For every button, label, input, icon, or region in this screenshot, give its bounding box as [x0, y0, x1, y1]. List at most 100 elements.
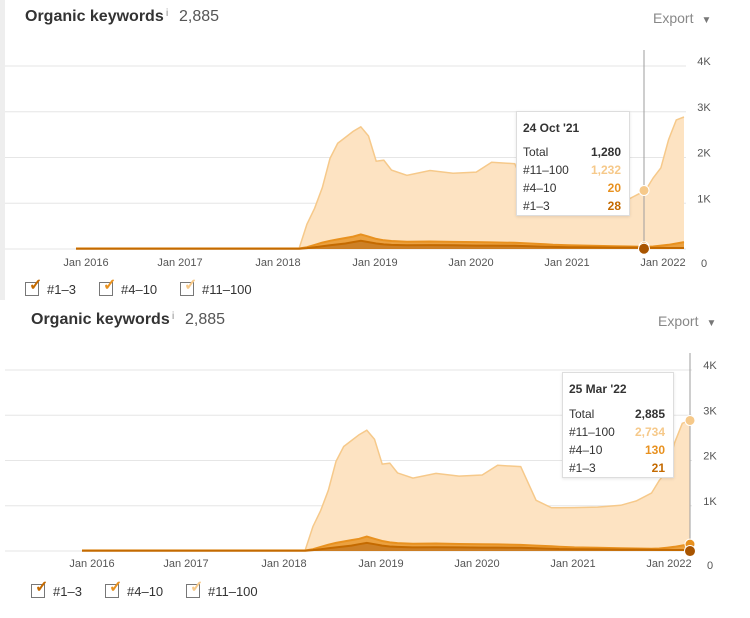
series-area-4-10 — [76, 234, 684, 249]
x-tick-label: Jan 2018 — [261, 558, 306, 570]
checkmark-icon: ✓ — [190, 579, 204, 596]
panel-header: Organic keywords i 2,885 Export ▼ — [0, 0, 750, 36]
tooltip-date: 24 Oct '21 — [523, 121, 580, 135]
series-area-11-100 — [82, 420, 690, 551]
y-tick-label: 1K — [703, 496, 717, 508]
x-tick-label: Jan 2022 — [646, 558, 691, 570]
chart-legend: ✓ #1–3 ✓ #4–10 ✓ #11–100 — [25, 277, 425, 303]
legend-checkbox[interactable]: ✓ — [186, 579, 203, 598]
x-tick-label: Jan 2020 — [448, 257, 493, 269]
series-line-1-3 — [76, 239, 684, 250]
tooltip-row-1-3: #1–3 21 — [569, 461, 665, 477]
panel-title: Organic keywords — [25, 8, 164, 25]
checkmark-icon: ✓ — [35, 579, 49, 596]
chart-tooltip: 24 Oct '21 Total 1,280 #11–100 1,232 #4–… — [516, 111, 630, 216]
x-tick-label: Jan 2022 — [640, 257, 685, 269]
tooltip-value: 28 — [607, 199, 621, 213]
x-tick-label: Jan 2019 — [358, 558, 403, 570]
legend-checkbox[interactable]: ✓ — [105, 579, 122, 598]
legend-checkbox[interactable]: ✓ — [31, 579, 48, 598]
x-tick-label: Jan 2016 — [63, 257, 108, 269]
y-tick-label: 2K — [703, 451, 717, 463]
organic-keywords-panel: Organic keywords i 2,885 Export ▼ 0 1K 2K 3K… — [0, 0, 750, 303]
tooltip-label: #11–100 — [523, 163, 569, 177]
series-area-4-10 — [82, 536, 690, 551]
tooltip-value: 21 — [651, 461, 665, 475]
tooltip-row-1-3: #1–3 28 — [523, 199, 621, 215]
hover-point-1-3 — [638, 242, 650, 255]
series-line-11-100 — [76, 116, 685, 249]
tooltip-label: #4–10 — [523, 181, 557, 195]
checkmark-icon: ✓ — [184, 277, 198, 294]
series-line-4-10 — [82, 535, 691, 552]
x-tick-label: Jan 2017 — [157, 257, 202, 269]
legend-label: #11–100 — [208, 584, 258, 599]
y-tick-label: 4K — [703, 360, 717, 372]
tooltip-label: Total — [523, 145, 549, 159]
legend-checkbox[interactable]: ✓ — [180, 277, 197, 296]
x-tick-label: Jan 2019 — [352, 257, 397, 269]
checkmark-icon: ✓ — [29, 277, 43, 294]
keyword-count: 2,885 — [179, 8, 220, 25]
tooltip-date: 25 Mar '22 — [569, 382, 627, 396]
tooltip-label: #1–3 — [569, 461, 596, 475]
keywords-chart[interactable]: 0 1K 2K 3K 4K Jan 2016 Jan 2017 Jan 2018 Jan 201… — [0, 303, 750, 581]
hover-point-11-100 — [638, 184, 650, 196]
keywords-chart[interactable]: 0 1K 2K 3K 4K Jan 2016 Jan 2017 Jan 2018 Jan 201… — [0, 0, 750, 275]
tooltip-value: 2,734 — [634, 425, 665, 439]
y-tick-label: 4K — [697, 56, 711, 68]
export-button[interactable]: Export ▼ — [658, 313, 716, 329]
legend-label: #4–10 — [121, 282, 158, 297]
legend-label: #1–3 — [53, 584, 82, 599]
y-tick-label: 3K — [697, 102, 711, 114]
x-tick-label: Jan 2021 — [544, 257, 589, 269]
series-line-1-3 — [82, 541, 690, 552]
chevron-down-icon: ▼ — [706, 318, 717, 329]
legend-label: #11–100 — [202, 282, 252, 297]
tooltip-label: #4–10 — [569, 443, 603, 457]
tooltip-value: 20 — [607, 181, 621, 195]
chevron-down-icon: ▼ — [701, 15, 712, 26]
x-tick-label: Jan 2021 — [550, 558, 595, 570]
y-tick-label: 0 — [701, 258, 707, 270]
info-icon[interactable]: i — [166, 8, 169, 19]
tooltip-row-11-100: #11–100 1,232 — [523, 163, 621, 179]
series-line-4-10 — [76, 233, 685, 250]
x-tick-label: Jan 2017 — [163, 558, 208, 570]
info-icon[interactable]: i — [172, 311, 175, 322]
tooltip-row-4-10: #4–10 20 — [523, 181, 621, 197]
x-tick-label: Jan 2020 — [454, 558, 499, 570]
hover-point-11-100 — [684, 414, 696, 426]
legend-checkbox[interactable]: ✓ — [25, 277, 42, 296]
y-tick-label: 0 — [707, 560, 713, 572]
left-sidebar-edge — [0, 0, 5, 300]
panel-header: Organic keywords i 2,885 Export ▼ — [0, 303, 750, 339]
export-button[interactable]: Export ▼ — [653, 10, 711, 26]
tooltip-row-total: Total 2,885 — [569, 407, 665, 423]
y-tick-label: 1K — [697, 193, 711, 205]
legend-label: #1–3 — [47, 282, 76, 297]
checkmark-icon: ✓ — [103, 277, 117, 294]
tooltip-label: #1–3 — [523, 199, 550, 213]
tooltip-value: 1,280 — [590, 145, 621, 159]
tooltip-row-total: Total 1,280 — [523, 145, 621, 161]
tooltip-row-11-100: #11–100 2,734 — [569, 425, 665, 441]
panel-title: Organic keywords — [31, 311, 170, 328]
organic-keywords-panel: Organic keywords i 2,885 Export ▼ 0 1K 2K 3K… — [0, 303, 750, 612]
series-line-11-100 — [82, 419, 691, 551]
tooltip-label: #11–100 — [569, 425, 615, 439]
legend-checkbox[interactable]: ✓ — [99, 277, 116, 296]
tooltip-row-4-10: #4–10 130 — [569, 443, 665, 459]
legend-label: #4–10 — [127, 584, 164, 599]
chart-tooltip: 25 Mar '22 Total 2,885 #11–100 2,734 #4–… — [562, 372, 674, 478]
export-label: Export — [653, 10, 694, 26]
tooltip-value: 130 — [644, 443, 665, 457]
tooltip-value: 1,232 — [590, 163, 621, 177]
hover-point-1-3 — [684, 545, 696, 558]
export-label: Export — [658, 313, 699, 329]
y-tick-label: 3K — [703, 405, 717, 417]
tooltip-value: 2,885 — [634, 407, 665, 421]
tooltip-label: Total — [569, 407, 595, 421]
keyword-count: 2,885 — [185, 311, 226, 328]
x-tick-label: Jan 2016 — [69, 558, 114, 570]
